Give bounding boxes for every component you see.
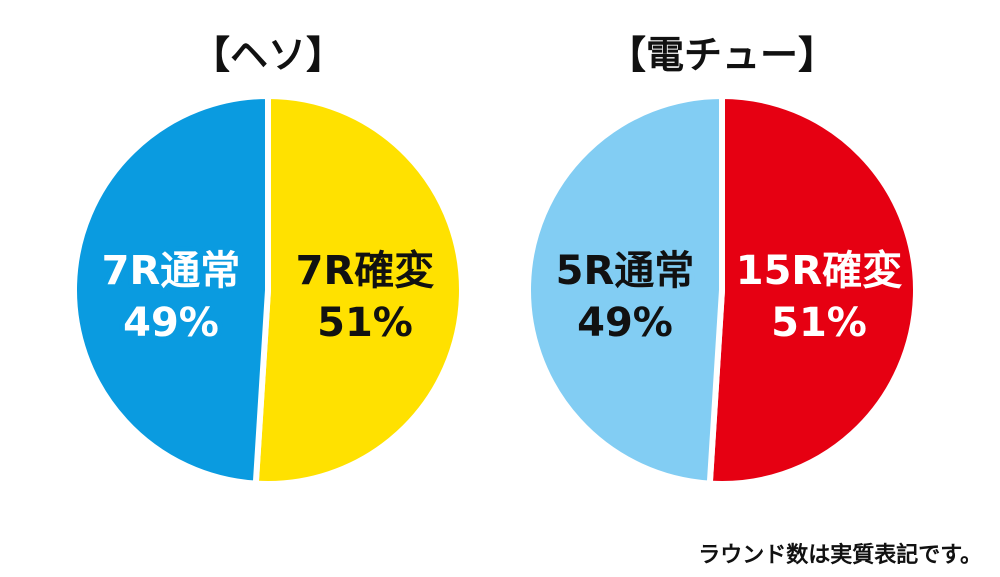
slice-category-label-heso-0: 7R確変 [296, 248, 435, 294]
slice-category-label-heso-1: 7R通常 [102, 248, 241, 294]
slice-category-label-denchu-0: 15R確変 [736, 248, 902, 294]
slice-percent-label-denchu-1: 49% [577, 300, 673, 346]
pie-chart-denchu: 【電チュー】 15R確変 51% 5R通常 49% [525, 33, 919, 487]
slice-category-label-denchu-1: 5R通常 [556, 248, 695, 294]
slice-percent-label-heso-1: 49% [123, 300, 219, 346]
slice-percent-label-heso-0: 51% [317, 300, 413, 346]
slice-percent-label-denchu-0: 51% [771, 300, 867, 346]
pie-slice-heso-1 [71, 93, 271, 487]
pie-slice-heso-0 [252, 93, 465, 487]
pie-slice-denchu-0 [706, 93, 919, 487]
pie-chart-heso: 【ヘソ】 7R確変 51% 7R通常 49% [71, 33, 465, 487]
footnote: ラウンド数は実質表記です。 [698, 543, 982, 568]
pie-slice-denchu-1 [525, 93, 725, 487]
chart-title-denchu: 【電チュー】 [608, 33, 836, 77]
chart-title-heso: 【ヘソ】 [192, 33, 344, 77]
